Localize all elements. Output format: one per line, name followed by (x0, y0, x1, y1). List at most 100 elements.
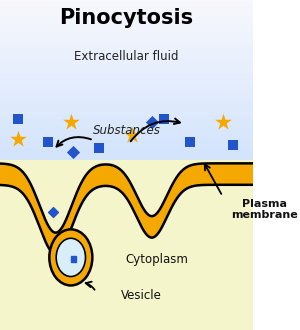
Bar (0, 44, 253, 47)
Bar (0, 3, 253, 6)
Point (71, 149, 76, 154)
Point (96, 146, 101, 151)
Bar (0, 136, 253, 139)
Bar (0, 18, 253, 20)
Bar (0, 10, 253, 12)
Bar (0, 58, 253, 61)
Bar (0, 24, 253, 26)
Bar (0, 40, 253, 43)
Bar (0, 147, 253, 149)
Bar (0, 52, 253, 55)
Bar (0, 38, 253, 41)
Bar (0, 122, 253, 124)
Bar (0, 99, 253, 102)
Bar (0, 46, 253, 49)
Bar (0, 26, 253, 29)
Bar (0, 101, 253, 104)
Bar (0, 138, 253, 141)
Text: Vesicle: Vesicle (121, 289, 162, 302)
Bar (0, 20, 253, 22)
Bar (0, 73, 253, 76)
Point (188, 139, 192, 145)
Point (51, 210, 56, 215)
Bar (0, 116, 253, 118)
Bar (0, 148, 253, 151)
Bar (0, 50, 253, 53)
Point (220, 119, 225, 125)
Bar (0, 83, 253, 86)
Bar (0, 54, 253, 57)
Bar (0, 75, 253, 78)
Point (162, 116, 167, 121)
Bar (0, 85, 253, 88)
Bar (0, 114, 253, 116)
Bar (0, 97, 253, 100)
Text: Substances: Substances (93, 124, 160, 137)
Point (230, 143, 235, 148)
Bar (0, 128, 253, 131)
Bar (0, 156, 253, 159)
Bar (0, 61, 253, 63)
Bar (0, 48, 253, 51)
Text: Plasma
membrane: Plasma membrane (232, 199, 298, 220)
Circle shape (49, 229, 92, 285)
Bar (0, 87, 253, 90)
Circle shape (56, 238, 86, 277)
Bar (0, 65, 253, 67)
Bar (0, 161, 253, 163)
Bar (0, 124, 253, 127)
Bar (0, 12, 253, 14)
Bar (0, 130, 253, 133)
Bar (0, 112, 253, 115)
Point (129, 133, 134, 138)
Bar (0, 110, 253, 112)
Bar (0, 8, 253, 10)
Bar (0, 89, 253, 92)
Bar (0, 34, 253, 37)
Text: Cytoplasm: Cytoplasm (125, 252, 188, 266)
Bar (0, 69, 253, 72)
Bar (0, 140, 253, 143)
Bar (0, 71, 253, 74)
Bar (0, 108, 253, 110)
Bar (0, 6, 253, 8)
Point (15, 136, 20, 141)
Text: Pinocytosis: Pinocytosis (59, 8, 194, 28)
Bar (0, 95, 253, 98)
Bar (0, 104, 253, 106)
Bar (0, 106, 253, 108)
Point (46, 139, 50, 145)
Bar (71, 256, 76, 262)
Point (15, 116, 20, 121)
Bar (0, 132, 253, 135)
Bar (0, 120, 253, 122)
Bar (0, 22, 253, 24)
Bar (0, 144, 253, 147)
Bar (0, 30, 253, 33)
Bar (0, 36, 253, 39)
Bar (0, 134, 253, 137)
Point (149, 119, 154, 125)
Bar (0, 79, 253, 82)
Bar (0, 159, 253, 161)
Bar (0, 56, 253, 59)
Polygon shape (0, 163, 253, 254)
Bar (0, 142, 253, 145)
Bar (0, 1, 253, 4)
Text: Extracellular fluid: Extracellular fluid (74, 50, 179, 63)
Bar (0, 154, 253, 157)
Bar (0, 28, 253, 31)
Bar (0, 63, 253, 65)
Bar (0, 126, 253, 129)
Bar (0, 118, 253, 120)
Bar (0, 150, 253, 153)
Bar (0, 81, 253, 84)
Bar (0, 16, 253, 18)
Point (68, 119, 73, 125)
Bar (0, 77, 253, 80)
Bar (0, 42, 253, 45)
Bar (0, 0, 253, 2)
Bar (0, 93, 253, 96)
Bar (0, 67, 253, 69)
Bar (0, 32, 253, 35)
